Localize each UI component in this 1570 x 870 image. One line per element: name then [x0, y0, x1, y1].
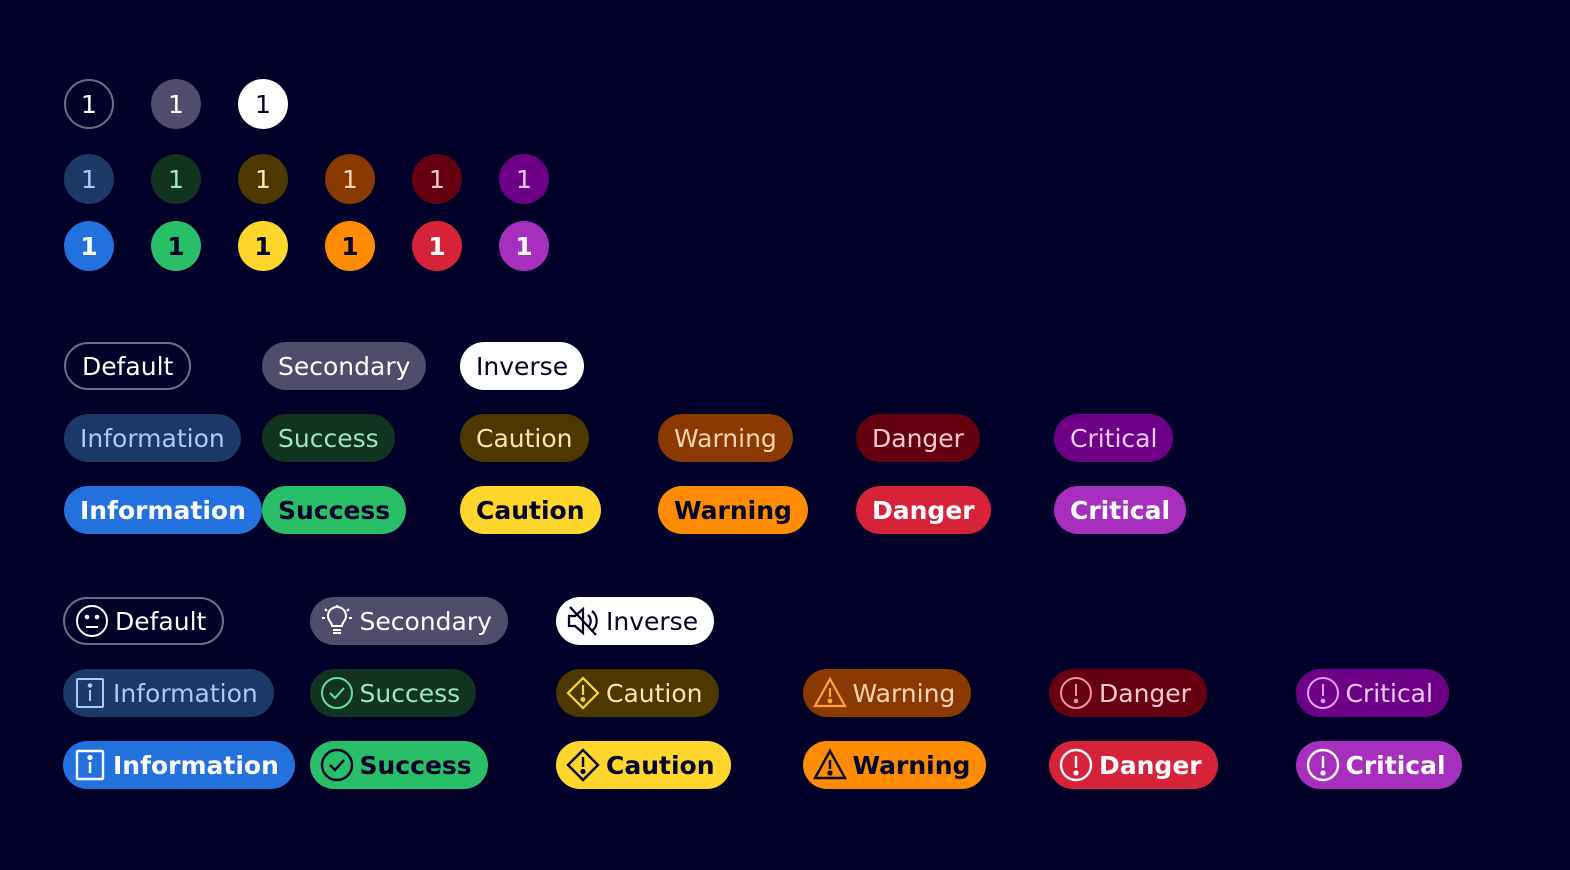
icon-pill-label: Success	[359, 678, 461, 708]
counter-warning: 1	[325, 221, 375, 271]
face-neutral-icon	[76, 605, 108, 637]
counter-danger-subtle: 1	[412, 154, 462, 204]
icon-pill-inverse: Inverse	[556, 597, 715, 645]
counter-row-bold: 1 1 1 1 1 1	[64, 221, 586, 271]
pill-row-subtle: Information Success Caution Warning Dang…	[64, 414, 1252, 462]
warning-triangle-icon	[812, 676, 847, 708]
icon-pill-row-neutral: Default Secondary Inverse	[63, 597, 1542, 645]
pill-row-bold: Information Success Caution Warning Dang…	[64, 486, 1252, 534]
pill-danger-subtle: Danger	[856, 414, 980, 462]
counter-danger: 1	[412, 221, 462, 271]
warning-triangle-icon	[812, 748, 847, 780]
pill-warning: Warning	[658, 486, 808, 534]
icon-pill-warning-subtle: Warning	[802, 669, 972, 717]
icon-pill-label: Critical	[1345, 678, 1433, 708]
counter-success-subtle: 1	[151, 154, 201, 204]
pill-caution-subtle: Caution	[460, 414, 589, 462]
pill-default: Default	[64, 342, 192, 390]
counter-default: 1	[64, 79, 114, 129]
counter-inverse: 1	[238, 79, 288, 129]
icon-pill-default: Default	[63, 597, 225, 645]
alert-circle-icon	[1059, 748, 1093, 782]
icon-pill-label: Caution	[606, 678, 703, 708]
icon-pill-label: Information	[113, 750, 279, 780]
pill-critical: Critical	[1054, 486, 1187, 534]
icon-pill-label: Danger	[1099, 750, 1202, 780]
icon-pill-information: Information	[63, 741, 295, 789]
icon-pill-caution-subtle: Caution	[556, 669, 719, 717]
caution-diamond-icon	[566, 676, 600, 710]
counter-row-neutral: 1 1 1	[64, 79, 586, 129]
pill-success-subtle: Success	[262, 414, 395, 462]
pill-warning-subtle: Warning	[658, 414, 793, 462]
caution-diamond-icon	[566, 748, 600, 782]
lightbulb-icon	[321, 605, 352, 634]
icon-pill-critical: Critical	[1295, 741, 1462, 789]
pill-danger: Danger	[856, 486, 991, 534]
alert-circle-icon	[1306, 677, 1339, 709]
icon-pill-success-subtle: Success	[309, 669, 477, 717]
counter-caution: 1	[238, 221, 288, 271]
icon-pill-label: Caution	[606, 750, 715, 780]
icon-pill-danger-subtle: Danger	[1049, 669, 1207, 717]
icon-pill-row-bold: Information Success Caution Warning Dang…	[63, 741, 1542, 789]
icon-pill-label: Default	[115, 606, 207, 636]
alert-circle-icon	[1060, 677, 1092, 709]
pill-information-subtle: Information	[64, 414, 241, 462]
icon-pill-row-subtle: Information Success Caution Warning Dang…	[63, 669, 1542, 717]
icon-pill-warning: Warning	[802, 741, 987, 789]
info-icon	[75, 749, 105, 781]
sound-mute-icon	[567, 606, 598, 636]
icon-pill-label: Information	[113, 678, 258, 708]
counter-success: 1	[151, 221, 201, 271]
icon-pill-critical-subtle: Critical	[1295, 669, 1449, 717]
counter-information: 1	[64, 221, 114, 271]
pill-caution: Caution	[460, 486, 601, 534]
icon-pill-label: Critical	[1345, 750, 1446, 780]
counter-information-subtle: 1	[64, 154, 114, 204]
icon-pill-success: Success	[309, 741, 488, 789]
counter-warning-subtle: 1	[325, 154, 375, 204]
check-circle-icon	[320, 748, 353, 782]
icon-pill-label: Danger	[1099, 678, 1191, 708]
counter-caution-subtle: 1	[238, 154, 288, 204]
icon-pill-label: Secondary	[359, 606, 492, 636]
pill-row-neutral: Default Secondary Inverse	[64, 342, 1252, 390]
alert-circle-icon	[1306, 748, 1339, 782]
icon-pill-label: Warning	[852, 678, 956, 708]
icon-pill-label: Inverse	[606, 606, 699, 636]
pill-secondary: Secondary	[262, 342, 427, 390]
counter-critical: 1	[499, 221, 549, 271]
counter-secondary: 1	[151, 79, 201, 129]
icon-pill-information-subtle: Information	[63, 669, 274, 717]
check-circle-icon	[320, 677, 353, 709]
icon-pill-label: Warning	[852, 750, 971, 780]
icon-pill-danger: Danger	[1049, 741, 1218, 789]
icon-pill-label: Success	[359, 750, 472, 780]
pill-critical-subtle: Critical	[1054, 414, 1174, 462]
counter-row-subtle: 1 1 1 1 1 1	[64, 154, 586, 204]
pill-inverse: Inverse	[460, 342, 585, 390]
pill-information: Information	[64, 486, 262, 534]
counter-critical-subtle: 1	[499, 154, 549, 204]
icon-pill-caution: Caution	[556, 741, 731, 789]
icon-pill-secondary: Secondary	[309, 597, 508, 645]
pill-success: Success	[262, 486, 407, 534]
info-icon	[76, 678, 104, 708]
